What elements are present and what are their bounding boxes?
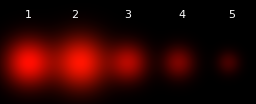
- Text: 2: 2: [71, 10, 79, 20]
- Text: 1: 1: [25, 10, 31, 20]
- Text: 3: 3: [124, 10, 132, 20]
- Text: 4: 4: [178, 10, 186, 20]
- Text: 5: 5: [229, 10, 236, 20]
